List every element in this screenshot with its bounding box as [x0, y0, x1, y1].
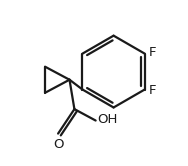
Text: F: F [149, 84, 156, 97]
Text: OH: OH [97, 113, 118, 126]
Text: O: O [53, 138, 63, 152]
Text: F: F [149, 46, 156, 59]
